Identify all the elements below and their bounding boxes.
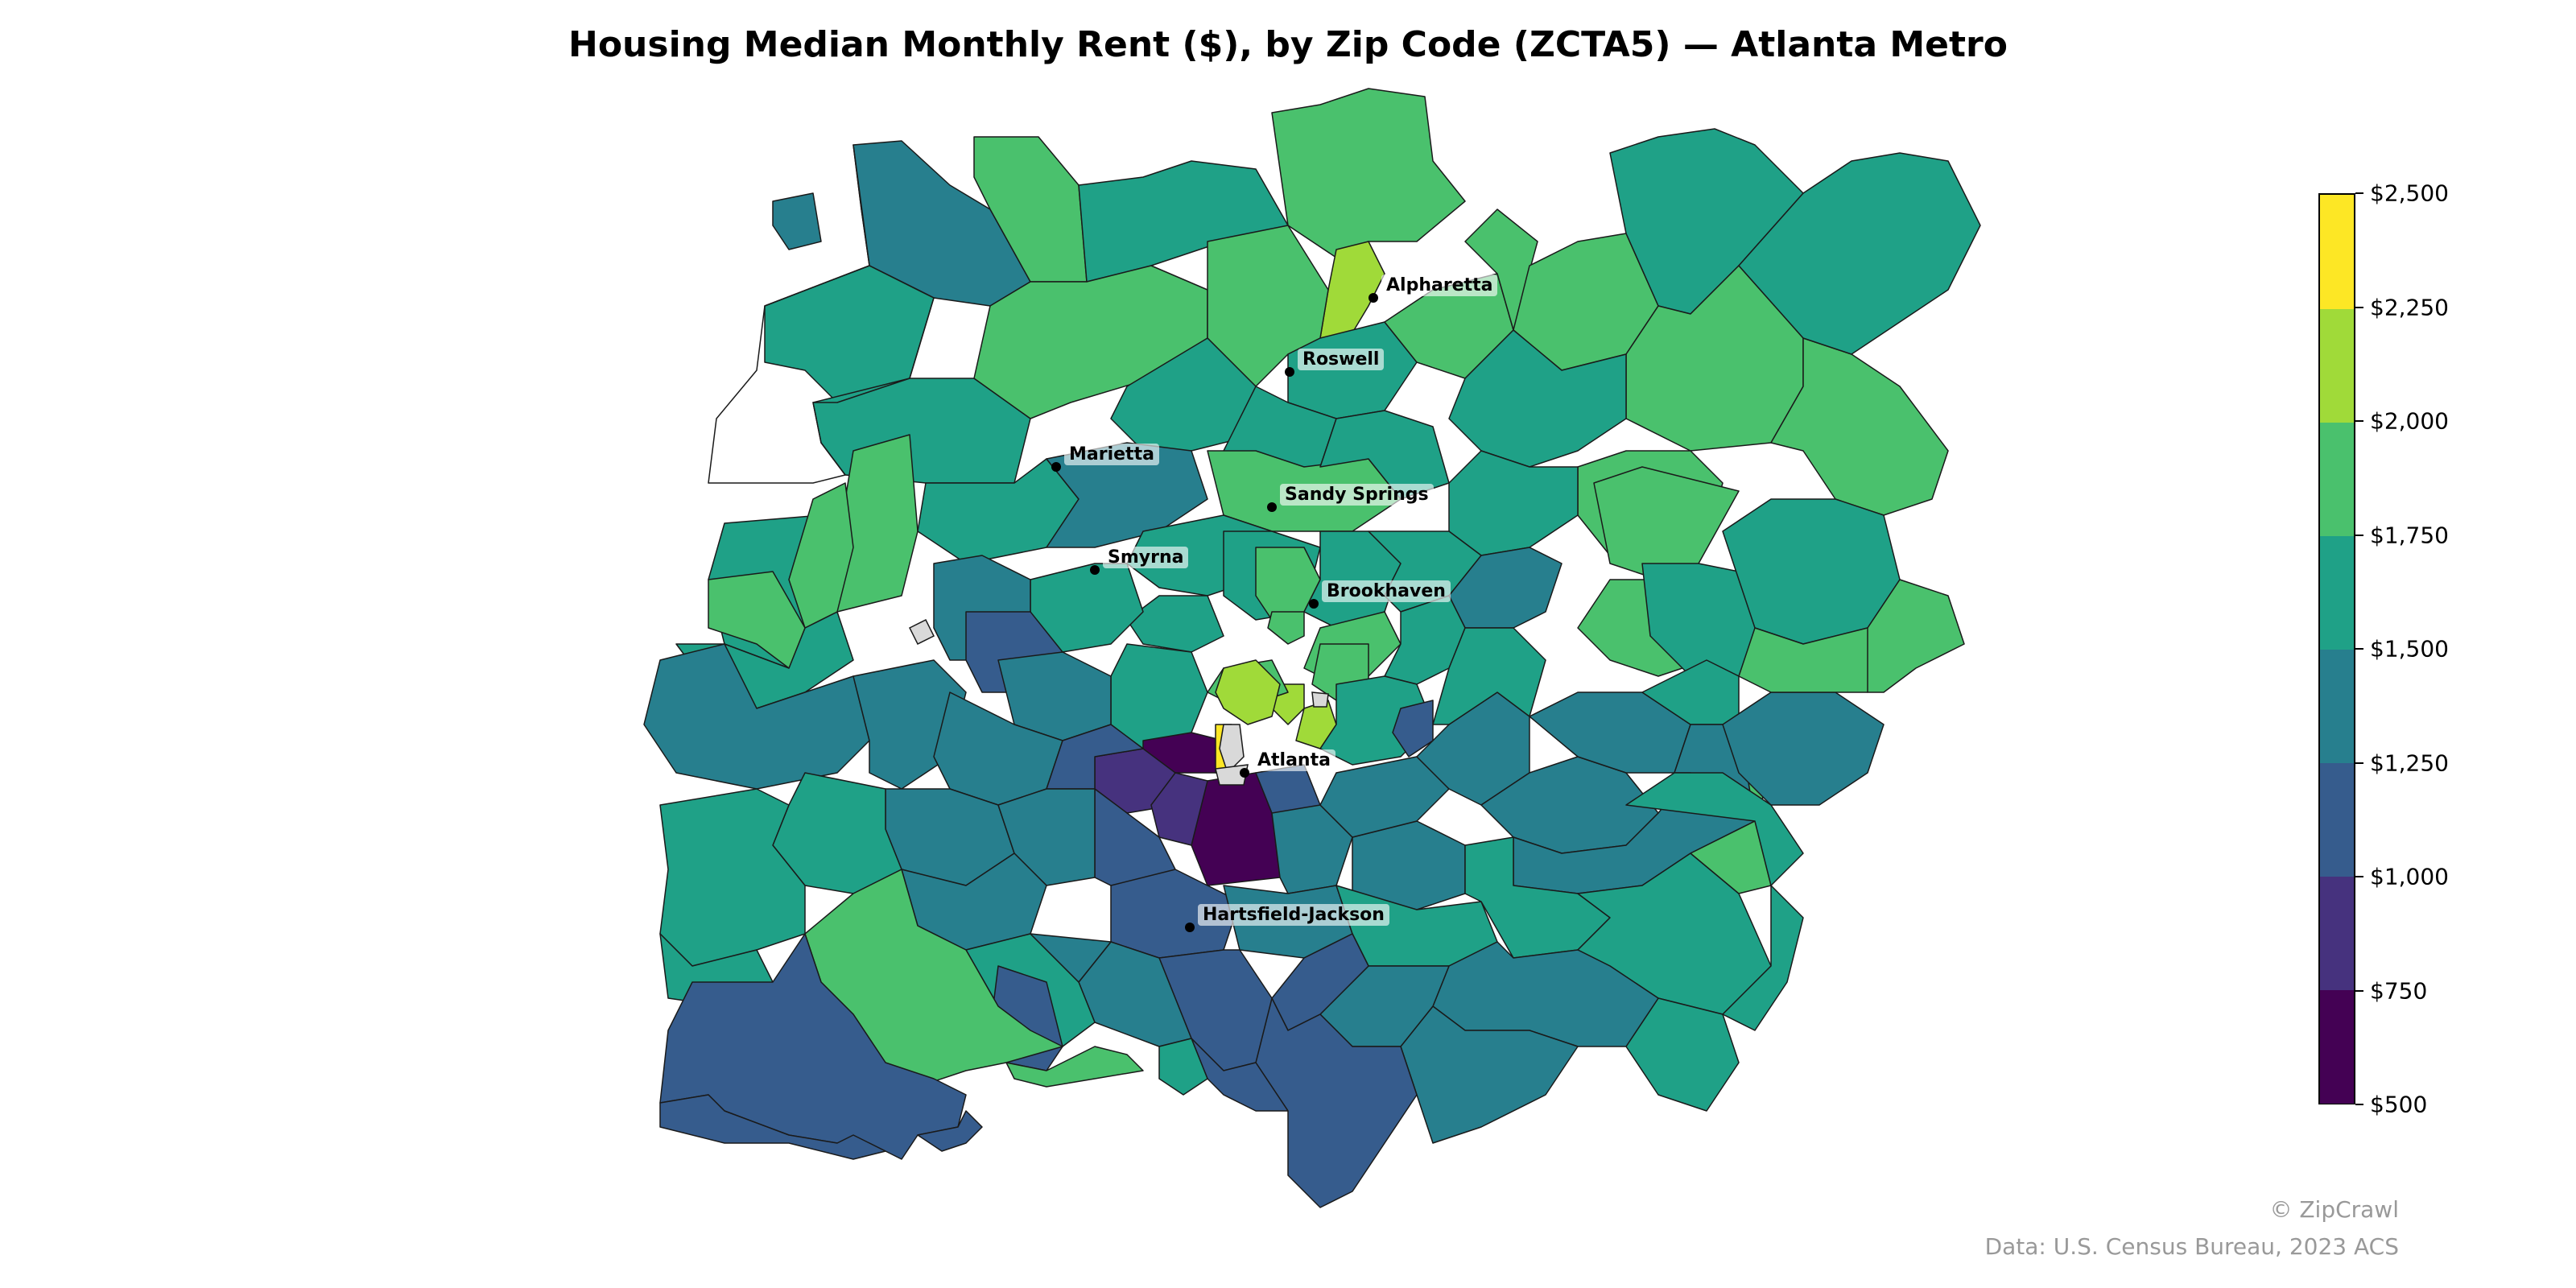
zip-region bbox=[1448, 450, 1579, 556]
colorbar-tick-label: $1,000 bbox=[2370, 863, 2449, 890]
map-title: Housing Median Monthly Rent ($), by Zip … bbox=[568, 24, 2008, 65]
city-marker-dot bbox=[1368, 293, 1378, 303]
colorbar-tick bbox=[2355, 648, 2363, 650]
zip-region bbox=[1867, 579, 1965, 693]
zip-region bbox=[1641, 659, 1740, 725]
colorbar-bin bbox=[2320, 422, 2354, 536]
data-source: Data: U.S. Census Bureau, 2023 ACS bbox=[1984, 1233, 2399, 1260]
zip-region bbox=[1126, 595, 1224, 653]
colorbar-tick-label: $2,000 bbox=[2370, 407, 2449, 435]
city-label: Alpharetta bbox=[1381, 275, 1498, 296]
colorbar-tick bbox=[2355, 762, 2363, 764]
no-data-region bbox=[1311, 691, 1329, 708]
zip-region bbox=[1722, 885, 1804, 1031]
colorbar-tick bbox=[2355, 306, 2363, 308]
colorbar-bin bbox=[2320, 649, 2354, 763]
zip-region bbox=[1267, 611, 1305, 645]
zip-region bbox=[1432, 627, 1546, 725]
zip-region bbox=[1448, 329, 1627, 468]
colorbar-tick bbox=[2355, 876, 2363, 877]
zip-region bbox=[1215, 659, 1281, 725]
colorbar bbox=[2318, 193, 2355, 1104]
zip-region bbox=[917, 1110, 983, 1152]
zip-region bbox=[659, 788, 806, 967]
colorbar-tick-label: $1,250 bbox=[2370, 749, 2449, 776]
zip-region bbox=[1464, 208, 1538, 331]
city-marker-dot bbox=[1240, 768, 1249, 778]
city-marker-dot bbox=[1051, 462, 1061, 472]
city-label: Brookhaven bbox=[1322, 580, 1451, 602]
colorbar-bin bbox=[2320, 989, 2354, 1104]
colorbar-tick bbox=[2355, 192, 2363, 194]
colorbar-bin bbox=[2320, 876, 2354, 990]
zip-region bbox=[1110, 337, 1257, 452]
city-label: Hartsfield-Jackson bbox=[1198, 904, 1389, 926]
zip-region bbox=[1392, 700, 1434, 758]
city-label: Roswell bbox=[1298, 349, 1385, 370]
zip-region bbox=[708, 144, 935, 484]
zip-region bbox=[1005, 1046, 1144, 1088]
city-label: Marietta bbox=[1064, 444, 1159, 465]
copyright-notice: © ZipCrawl bbox=[2269, 1196, 2399, 1223]
city-label: Atlanta bbox=[1253, 749, 1335, 771]
colorbar-bin bbox=[2320, 762, 2354, 877]
zip-region bbox=[1158, 1038, 1208, 1096]
colorbar-tick-label: $2,250 bbox=[2370, 294, 2449, 320]
zip-region bbox=[1384, 595, 1466, 685]
zip-region bbox=[1030, 933, 1112, 983]
no-data-region bbox=[1219, 724, 1245, 774]
city-marker-dot bbox=[1309, 599, 1319, 609]
zip-region bbox=[659, 1094, 886, 1160]
city-marker-dot bbox=[1185, 923, 1195, 932]
city-marker-dot bbox=[1285, 367, 1294, 377]
zip-region bbox=[1191, 1038, 1289, 1112]
no-data-region bbox=[908, 618, 935, 646]
zip-region bbox=[788, 482, 854, 629]
colorbar-tick-label: $1,500 bbox=[2370, 635, 2449, 663]
zip-region bbox=[772, 192, 822, 250]
colorbar-tick-label: $500 bbox=[2370, 1091, 2428, 1118]
city-marker-dot bbox=[1267, 502, 1277, 512]
colorbar-tick-label: $2,500 bbox=[2370, 180, 2449, 207]
zip-region bbox=[1150, 772, 1208, 846]
city-label: Smyrna bbox=[1103, 547, 1189, 568]
colorbar-bin bbox=[2320, 308, 2354, 423]
zip-region bbox=[1271, 88, 1466, 258]
city-marker-dot bbox=[1090, 565, 1100, 575]
colorbar-tick bbox=[2355, 989, 2363, 992]
zip-region bbox=[1738, 152, 1981, 355]
zip-region bbox=[1625, 772, 1804, 886]
zip-region bbox=[708, 571, 806, 669]
colorbar-tick bbox=[2355, 1104, 2363, 1105]
colorbar-tick bbox=[2355, 534, 2363, 536]
colorbar-tick-label: $1,750 bbox=[2370, 522, 2449, 548]
colorbar-bin bbox=[2320, 535, 2354, 650]
city-label: Sandy Springs bbox=[1280, 484, 1434, 506]
colorbar-bin bbox=[2320, 195, 2354, 309]
colorbar-tick-label: $750 bbox=[2370, 977, 2428, 1004]
zip-region bbox=[1593, 466, 1740, 580]
colorbar-tick bbox=[2355, 420, 2363, 422]
